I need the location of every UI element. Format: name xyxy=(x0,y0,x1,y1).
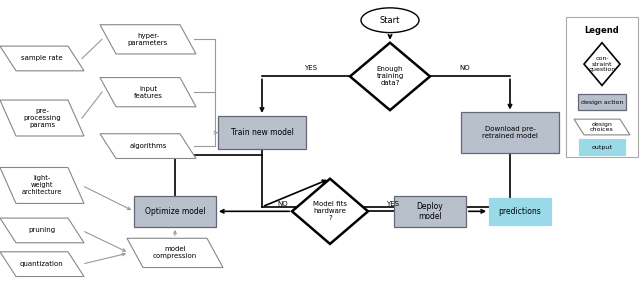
FancyBboxPatch shape xyxy=(134,195,216,227)
Text: YES: YES xyxy=(305,65,317,71)
FancyBboxPatch shape xyxy=(218,116,306,150)
Text: Deploy
model: Deploy model xyxy=(417,202,444,221)
FancyBboxPatch shape xyxy=(461,113,559,153)
Polygon shape xyxy=(0,46,84,71)
Text: predictions: predictions xyxy=(499,207,541,216)
Polygon shape xyxy=(127,238,223,267)
FancyBboxPatch shape xyxy=(566,17,638,157)
Polygon shape xyxy=(0,252,84,276)
FancyBboxPatch shape xyxy=(578,95,626,110)
Ellipse shape xyxy=(361,8,419,32)
Polygon shape xyxy=(292,179,368,244)
Text: sample rate: sample rate xyxy=(21,55,63,61)
Text: Enough
training
data?: Enough training data? xyxy=(376,66,404,86)
Text: pruning: pruning xyxy=(28,227,56,233)
Polygon shape xyxy=(100,77,196,107)
Text: Model fits
hardware
?: Model fits hardware ? xyxy=(313,201,347,221)
Text: light-
weight
architecture: light- weight architecture xyxy=(22,175,62,195)
Text: NO: NO xyxy=(277,201,287,207)
FancyBboxPatch shape xyxy=(394,195,466,227)
Text: NO: NO xyxy=(460,65,470,71)
Text: model
compression: model compression xyxy=(153,246,197,260)
Polygon shape xyxy=(584,43,620,86)
FancyBboxPatch shape xyxy=(579,139,625,155)
Text: quantization: quantization xyxy=(20,261,64,267)
Text: YES: YES xyxy=(386,201,399,207)
Text: pre-
processing
params: pre- processing params xyxy=(23,108,61,128)
Text: Download pre-
retrained model: Download pre- retrained model xyxy=(482,126,538,139)
Text: Start: Start xyxy=(380,16,400,25)
Polygon shape xyxy=(350,43,430,110)
Text: algorithms: algorithms xyxy=(129,143,166,149)
Text: Train new model: Train new model xyxy=(230,128,293,137)
FancyBboxPatch shape xyxy=(489,198,551,225)
Text: Legend: Legend xyxy=(584,26,620,35)
Text: output: output xyxy=(591,145,612,150)
Text: Optimize model: Optimize model xyxy=(145,207,205,216)
Polygon shape xyxy=(0,168,84,204)
Text: input
features: input features xyxy=(134,86,163,99)
Polygon shape xyxy=(100,134,196,159)
Polygon shape xyxy=(0,100,84,136)
Polygon shape xyxy=(574,119,630,135)
Text: con-
straint
question: con- straint question xyxy=(588,56,616,72)
Text: hyper-
parameters: hyper- parameters xyxy=(128,33,168,46)
Text: design
choices: design choices xyxy=(590,122,614,133)
Polygon shape xyxy=(0,218,84,243)
Polygon shape xyxy=(100,25,196,54)
Text: design action: design action xyxy=(581,100,623,105)
